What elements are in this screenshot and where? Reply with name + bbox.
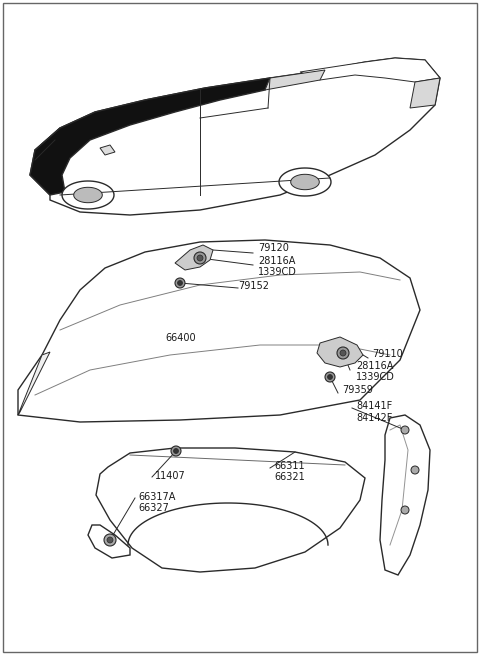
- Polygon shape: [410, 78, 440, 108]
- Text: 11407: 11407: [155, 471, 186, 481]
- Text: 66400: 66400: [165, 333, 196, 343]
- Polygon shape: [18, 352, 50, 415]
- Polygon shape: [265, 70, 325, 90]
- Text: 66327: 66327: [138, 503, 169, 513]
- Text: 1339CD: 1339CD: [258, 267, 297, 277]
- Circle shape: [104, 534, 116, 546]
- Circle shape: [171, 446, 181, 456]
- Circle shape: [173, 449, 179, 453]
- Circle shape: [327, 375, 333, 379]
- Text: 84142F: 84142F: [356, 413, 392, 423]
- Polygon shape: [279, 168, 331, 196]
- Text: 79110: 79110: [372, 349, 403, 359]
- Polygon shape: [96, 448, 365, 572]
- Polygon shape: [74, 187, 102, 202]
- Circle shape: [175, 278, 185, 288]
- Circle shape: [401, 426, 409, 434]
- Polygon shape: [100, 145, 115, 155]
- Text: 66311: 66311: [274, 461, 305, 471]
- Circle shape: [340, 350, 346, 356]
- Polygon shape: [291, 174, 319, 190]
- Circle shape: [194, 252, 206, 264]
- Circle shape: [325, 372, 335, 382]
- Polygon shape: [380, 415, 430, 575]
- Circle shape: [337, 347, 349, 359]
- Polygon shape: [18, 240, 420, 422]
- Text: 66321: 66321: [274, 472, 305, 482]
- Text: 1339CD: 1339CD: [356, 372, 395, 382]
- Text: 28116A: 28116A: [258, 256, 295, 266]
- Polygon shape: [62, 181, 114, 209]
- Circle shape: [178, 280, 182, 286]
- Polygon shape: [317, 337, 363, 367]
- Text: 28116A: 28116A: [356, 361, 394, 371]
- Polygon shape: [88, 525, 130, 558]
- Text: 79152: 79152: [238, 281, 269, 291]
- Text: 84141F: 84141F: [356, 401, 392, 411]
- Polygon shape: [30, 78, 270, 195]
- Polygon shape: [300, 58, 440, 82]
- Polygon shape: [175, 245, 213, 270]
- Circle shape: [401, 506, 409, 514]
- Text: 79120: 79120: [258, 243, 289, 253]
- Polygon shape: [30, 58, 440, 215]
- Circle shape: [107, 537, 113, 543]
- Text: 66317A: 66317A: [138, 492, 175, 502]
- Circle shape: [411, 466, 419, 474]
- Circle shape: [197, 255, 203, 261]
- Text: 79359: 79359: [342, 385, 373, 395]
